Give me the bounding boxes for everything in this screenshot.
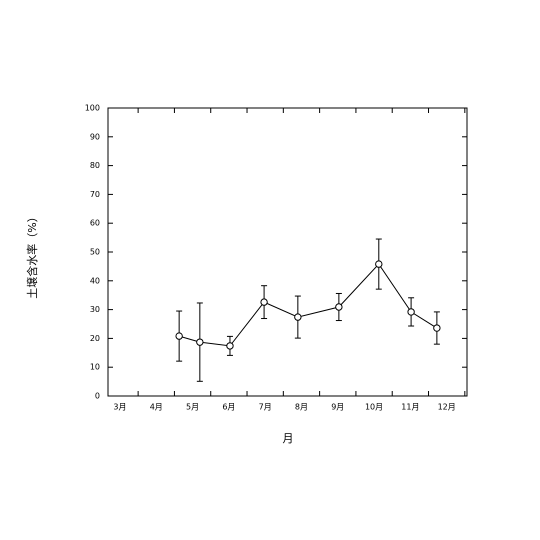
x-tick-label: 3月: [113, 403, 126, 412]
x-tick-label: 4月: [150, 403, 163, 412]
x-tick-label: 12月: [438, 403, 456, 412]
point: [260, 298, 268, 306]
x-tick-label: 6月: [222, 403, 235, 412]
x-tick-label: 9月: [331, 403, 344, 412]
y-tick-label: 80: [90, 161, 100, 170]
point: [407, 308, 415, 316]
point: [335, 303, 343, 311]
point: [175, 332, 183, 340]
y-tick-label: 100: [85, 104, 100, 113]
point: [294, 313, 302, 321]
y-tick-label: 70: [90, 190, 100, 199]
point: [433, 324, 441, 332]
y-tick-label: 10: [90, 363, 100, 372]
y-tick-label: 50: [90, 248, 100, 257]
point: [196, 338, 204, 346]
y-tick-label: 60: [90, 219, 100, 228]
y-axis-label: 土壌含水率（%）: [25, 211, 39, 298]
x-tick-label: 7月: [259, 403, 272, 412]
x-tick-label: 5月: [186, 403, 199, 412]
x-tick-label: 8月: [295, 403, 308, 412]
x-tick-label: 11月: [401, 403, 419, 412]
x-axis-label: 月: [283, 432, 294, 445]
point: [226, 342, 234, 350]
x-tick-label: 10月: [365, 403, 383, 412]
y-tick-label: 20: [90, 334, 100, 343]
y-tick-label: 0: [95, 392, 100, 401]
plot-frame: [107, 107, 468, 397]
y-tick-label: 30: [90, 305, 100, 314]
y-tick-label: 40: [90, 276, 100, 285]
y-tick-label: 90: [90, 132, 100, 141]
line: [179, 263, 438, 347]
point: [375, 260, 383, 268]
